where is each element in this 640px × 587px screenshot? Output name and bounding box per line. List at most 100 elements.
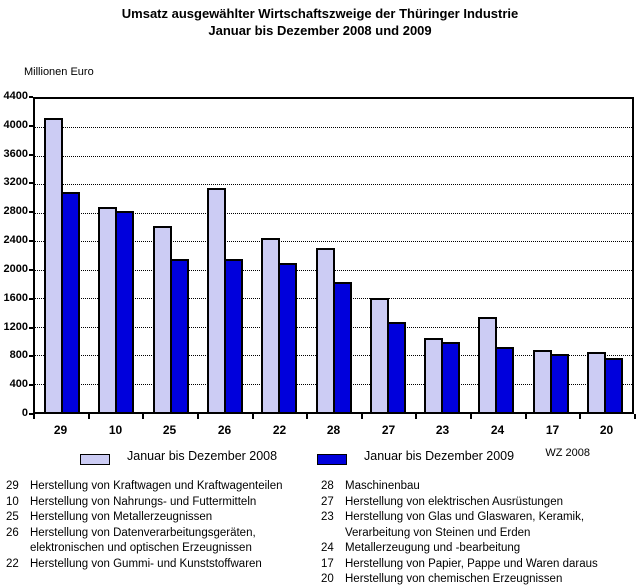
sector-name: Herstellung von Kraftwagen und Kraftwage… [30,480,283,492]
sector-code: 23 [321,511,334,523]
x-axis-label-29: 29 [53,423,68,437]
y-axis-label-1600: 1600 [3,292,28,304]
bar-2009-wz28 [333,282,352,412]
bar-2009-wz25 [170,259,189,412]
y-axis-tick [29,211,33,213]
gridline-3200 [35,184,632,185]
classification-note: WZ 2008 [545,447,590,459]
y-axis-tick [29,413,33,415]
x-axis-label-28: 28 [326,423,341,437]
x-axis-label-25: 25 [162,423,177,437]
x-axis-tick [634,414,636,419]
sector-code: 27 [321,495,334,508]
sector-code: 26 [6,526,19,539]
bar-2009-wz20 [604,358,623,412]
x-axis-label-23: 23 [435,423,450,437]
y-axis-label-800: 800 [9,349,28,361]
sector-code: 22 [6,557,19,570]
x-axis-label-20: 20 [599,423,614,437]
bar-2009-wz26 [224,259,243,412]
y-axis-tick [29,125,33,127]
bar-2009-wz17 [550,354,569,412]
y-axis-label-2800: 2800 [3,205,28,217]
y-axis-tick [29,298,33,300]
gridline-3600 [35,156,632,157]
y-axis-tick [29,355,33,357]
sector-entry-23: 23 Herstellung von Glas und Glaswaren, Ke… [321,510,638,541]
y-axis-label-0: 0 [21,407,28,419]
chart-title-line1: Umsatz ausgewählter Wirtschaftszweige de… [121,6,519,21]
sector-entry-20: 20 Herstellung von chemischen Erzeugnisse… [321,572,638,587]
y-axis-label-2000: 2000 [3,263,28,275]
bar-2009-wz29 [61,192,80,412]
sector-name: Herstellung von Glas und Glaswaren, Kera… [345,511,585,539]
gridline-2400 [35,241,632,242]
bar-2009-wz23 [441,342,460,412]
x-axis-tick [33,414,35,419]
x-axis-label-27: 27 [381,423,396,437]
x-axis-label-17: 17 [545,423,560,437]
x-axis-tick [197,414,199,419]
gridline-4000 [35,127,632,128]
sector-entry-17: 17 Herstellung von Papier, Pappe und Ware… [321,557,638,573]
sector-code: 17 [321,557,334,570]
legend-label-2009: Januar bis Dezember 2009 [364,449,515,463]
x-axis-label-24: 24 [490,423,505,437]
y-axis-label-3600: 3600 [3,148,28,160]
sector-entry-26: 26 Herstellung von Datenverarbeitungsgerä… [6,526,318,557]
y-axis-unit-label: Millionen Euro [24,66,94,78]
bar-2009-wz24 [495,347,514,412]
bar-2009-wz27 [387,322,406,412]
y-axis-tick [29,154,33,156]
sector-code: 28 [321,480,334,492]
sector-code: 20 [321,573,334,585]
sector-name: Metallerzeugung und -bearbeitung [345,542,521,554]
x-axis-tick [142,414,144,419]
sector-entry-22: 22 Herstellung von Gummi- und Kunststoffw… [6,557,318,573]
sector-entry-28: 28 Maschinenbau [321,479,638,495]
chart-title-line2: Januar bis Dezember 2008 und 2009 [208,23,432,38]
sector-code: 24 [321,542,334,554]
y-axis-tick [29,384,33,386]
x-axis-tick [470,414,472,419]
sector-code: 10 [6,495,19,508]
sector-name: Herstellung von Metallerzeugnissen [30,511,213,523]
chart-title: Umsatz ausgewählter Wirtschaftszweige de… [0,5,640,39]
legend-swatch-2008 [80,454,110,465]
sector-name: Herstellung von Nahrungs- und Futtermitt… [30,495,257,508]
x-axis-label-26: 26 [217,423,232,437]
y-axis-label-4000: 4000 [3,119,28,131]
sector-name: Herstellung von Gummi- und Kunststoffwar… [30,557,262,570]
sector-entry-24: 24 Metallerzeugung und -bearbeitung [321,541,638,557]
sector-name: Herstellung von chemischen Erzeugnissen [345,573,563,585]
sector-entry-25: 25 Herstellung von Metallerzeugnissen [6,510,318,526]
x-axis-tick [525,414,527,419]
sector-entry-10: 10 Herstellung von Nahrungs- und Futtermi… [6,495,318,511]
y-axis-label-400: 400 [9,378,28,390]
x-axis-tick [252,414,254,419]
y-axis-tick [29,182,33,184]
sector-name: Herstellung von elektrischen Ausrüstunge… [345,495,563,508]
bar-2009-wz22 [278,263,297,412]
y-axis-label-2400: 2400 [3,234,28,246]
legend-label-2008: Januar bis Dezember 2008 [127,449,278,463]
y-axis-tick [29,240,33,242]
y-axis-label-1200: 1200 [3,321,28,333]
sector-entry-29: 29 Herstellung von Kraftwagen und Kraftwa… [6,479,318,495]
sector-legend-right: 28 Maschinenbau 27 Herstellung von elektris… [321,479,638,587]
sector-name: Herstellung von Datenverarbeitungsgeräte… [30,526,256,555]
sector-code: 29 [6,480,19,492]
x-axis-tick [415,414,417,419]
x-axis-tick [361,414,363,419]
bar-2009-wz10 [115,211,134,412]
sector-legend-left: 29 Herstellung von Kraftwagen und Kraftwa… [6,479,318,572]
legend-swatch-2009 [317,454,347,465]
sector-name: Maschinenbau [345,480,420,492]
y-axis-label-3200: 3200 [3,176,28,188]
x-axis-label-10: 10 [108,423,123,437]
x-axis-label-22: 22 [272,423,287,437]
x-axis-tick [579,414,581,419]
y-axis-label-4400: 4400 [3,90,28,102]
y-axis-tick [29,96,33,98]
